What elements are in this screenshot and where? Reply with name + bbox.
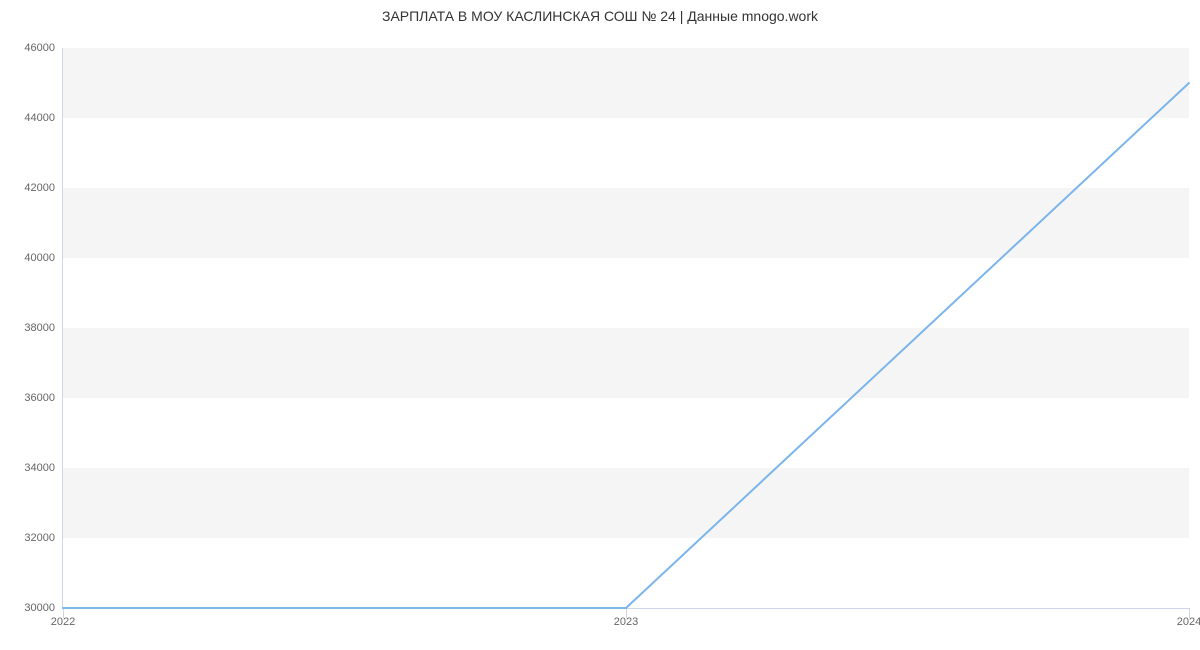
plot-area: 3000032000340003600038000400004200044000… — [62, 48, 1189, 609]
x-axis-tick-mark — [626, 608, 627, 618]
chart-title: ЗАРПЛАТА В МОУ КАСЛИНСКАЯ СОШ № 24 | Дан… — [0, 8, 1200, 24]
x-axis-tick-mark — [63, 608, 64, 618]
y-axis-tick-label: 40000 — [24, 252, 55, 264]
series-line — [63, 83, 1189, 608]
y-axis-tick-label: 42000 — [24, 182, 55, 194]
y-axis-tick-label: 44000 — [24, 112, 55, 124]
y-axis-tick-label: 46000 — [24, 42, 55, 54]
line-series — [63, 48, 1189, 608]
y-axis-tick-label: 34000 — [24, 462, 55, 474]
y-axis-tick-label: 30000 — [24, 602, 55, 614]
x-axis-tick-mark — [1189, 608, 1190, 618]
y-axis-tick-label: 36000 — [24, 392, 55, 404]
y-axis-tick-label: 32000 — [24, 532, 55, 544]
salary-line-chart: ЗАРПЛАТА В МОУ КАСЛИНСКАЯ СОШ № 24 | Дан… — [0, 0, 1200, 650]
y-axis-tick-label: 38000 — [24, 322, 55, 334]
